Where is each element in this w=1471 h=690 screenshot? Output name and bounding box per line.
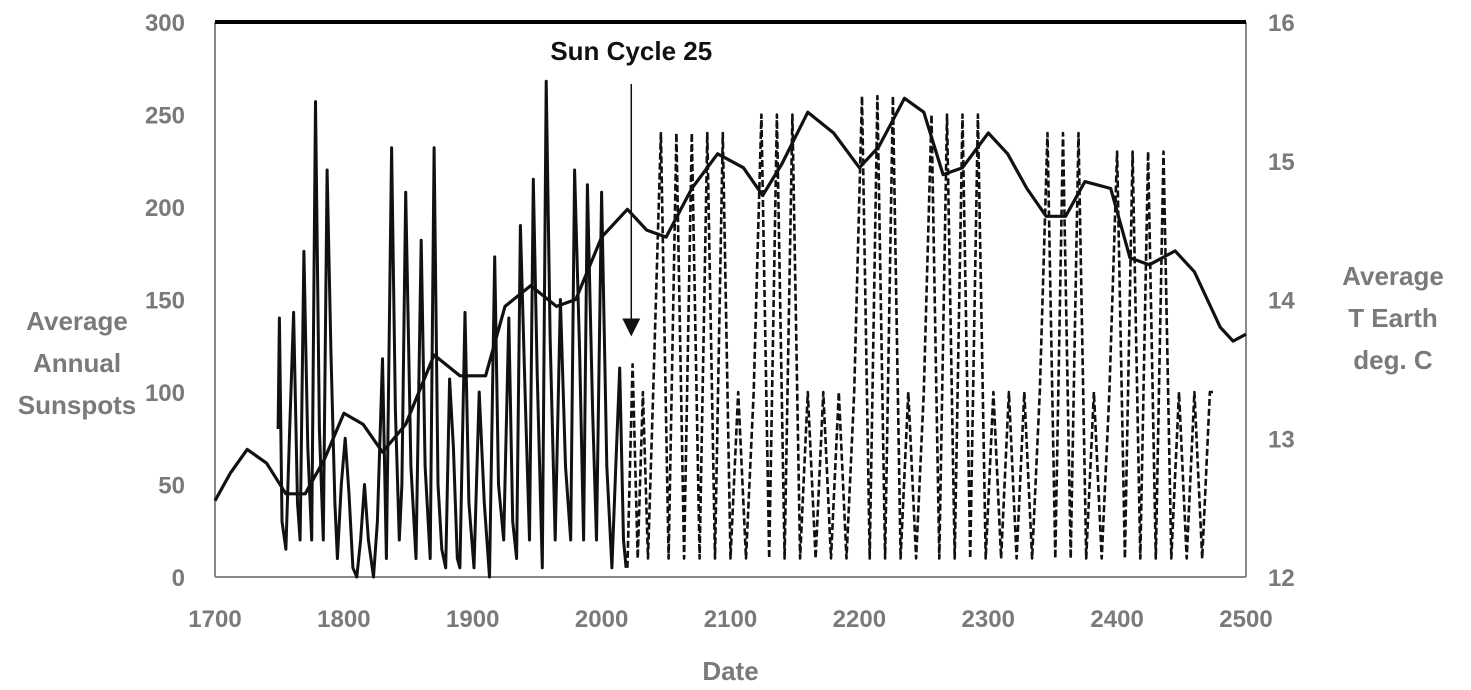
plot-frame-layer	[214, 20, 1247, 578]
series-layer	[213, 79, 1247, 579]
y-right-tick-label: 12	[1268, 565, 1295, 592]
y-right-tick-label: 14	[1268, 288, 1295, 315]
y-left-tick-label: 200	[145, 195, 185, 222]
y-right-tick-label: 16	[1268, 10, 1295, 37]
y-left-axis-title-line: Annual	[33, 348, 121, 378]
series-line-2-solid-right	[213, 96, 1247, 502]
y-left-tick-label: 150	[145, 288, 185, 315]
y-right-axis-title-line: T Earth	[1348, 303, 1438, 333]
tick-labels-layer: 1700 1800 1900 2000 2100 2200 2300 2400 2500 0 50 1…	[145, 10, 1295, 633]
y-right-axis-title-line: deg. C	[1353, 345, 1433, 375]
x-tick-label: 2000	[575, 606, 628, 633]
x-tick-label: 2100	[704, 606, 757, 633]
x-tick-label: 1800	[317, 606, 370, 633]
y-left-tick-label: 250	[145, 103, 185, 130]
x-tick-label: 1900	[446, 606, 499, 633]
y-left-tick-label: 50	[158, 473, 185, 500]
y-left-tick-label: 0	[172, 565, 185, 592]
y-left-tick-label: 300	[145, 10, 185, 37]
y-left-tick-label: 100	[145, 380, 185, 407]
y-right-tick-label: 13	[1268, 426, 1295, 453]
y-left-axis-title-line: Sunspots	[18, 390, 136, 420]
x-tick-label: 2300	[962, 606, 1015, 633]
series-line-1-dashed-left	[626, 94, 1216, 568]
axis-titles-layer: Date Average Annual Sunspots Average T Earth d…	[18, 261, 1444, 686]
annotation-label: Sun Cycle 25	[550, 36, 712, 66]
x-tick-label: 2200	[833, 606, 886, 633]
annotation-arrow-head	[622, 318, 641, 337]
x-axis-title: Date	[702, 656, 758, 686]
x-tick-label: 2400	[1090, 606, 1143, 633]
y-left-axis-title-line: Average	[26, 306, 128, 336]
y-right-axis-title-line: Average	[1342, 261, 1444, 291]
x-tick-label: 2500	[1219, 606, 1272, 633]
annotation-layer: Sun Cycle 25	[550, 36, 712, 337]
x-tick-label: 1700	[188, 606, 241, 633]
y-right-tick-label: 15	[1268, 149, 1295, 176]
series-line-0-solid-left	[276, 79, 628, 579]
